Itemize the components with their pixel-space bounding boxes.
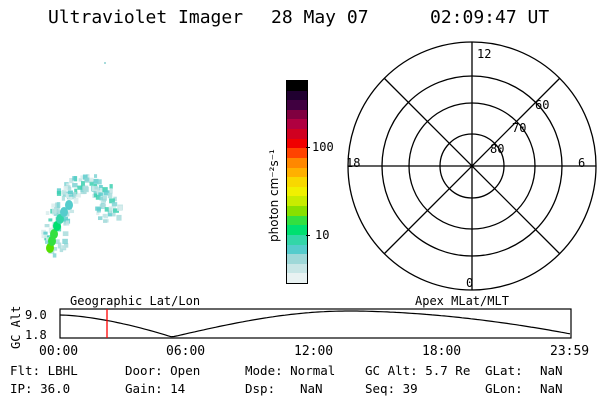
mlt-label-18: 18 xyxy=(346,156,361,170)
colorbar-swatch xyxy=(287,244,307,255)
timeline-frame xyxy=(59,308,572,339)
colorbar-swatch xyxy=(287,206,307,216)
colorbar-swatch xyxy=(287,225,307,235)
colorbar-swatch xyxy=(287,119,307,129)
status-glat-label: GLat: xyxy=(485,363,523,378)
mlt-label-6: 6 xyxy=(578,156,586,170)
mlt-label-12: 12 xyxy=(477,47,492,61)
status-gain: Gain: 14 xyxy=(125,381,186,396)
colorbar-tick-label-10: 10 xyxy=(315,228,330,242)
colorbar-swatch xyxy=(287,157,307,168)
timeline-y-tick-max: 9.0 xyxy=(25,308,47,322)
timeline-y-tick-min: 1.8 xyxy=(25,328,47,342)
status-glat-value: NaN xyxy=(540,363,563,378)
timeline-left-label: Geographic Lat/Lon xyxy=(70,294,201,308)
status-ip: IP: 36.0 xyxy=(10,381,71,396)
status-glon-label: GLon: xyxy=(485,381,523,396)
status-filter: Flt: LBHL xyxy=(10,363,78,378)
timeline-x-tick-2359: 23:59 xyxy=(550,344,590,359)
lat-label-60: 60 xyxy=(535,98,550,112)
status-dsp-label: Dsp: xyxy=(245,381,276,396)
instrument-title: Ultraviolet Imager xyxy=(48,7,244,28)
colorbar-swatch xyxy=(287,80,307,91)
status-dsp-value: NaN xyxy=(300,381,323,396)
colorbar-swatch xyxy=(287,196,307,206)
status-gc-alt: GC Alt: 5.7 Re xyxy=(365,363,471,378)
colorbar-swatch xyxy=(287,129,307,139)
lat-label-80: 80 xyxy=(490,142,505,156)
colorbar-swatch xyxy=(287,263,307,274)
colorbar-tick-label-100: 100 xyxy=(312,140,334,154)
status-door: Door: Open xyxy=(125,363,201,378)
colorbar-swatch xyxy=(287,148,307,158)
timeline-x-tick-1800: 18:00 xyxy=(422,344,462,359)
colorbar-swatch xyxy=(287,138,307,149)
polar-diagonal-2 xyxy=(383,77,561,255)
colorbar-swatch xyxy=(287,177,307,187)
mlt-label-0: 0 xyxy=(466,276,474,290)
colorbar xyxy=(286,80,308,284)
colorbar-swatch xyxy=(287,234,307,245)
status-glon-value: NaN xyxy=(540,381,563,396)
colorbar-swatch xyxy=(287,254,307,264)
status-mode: Mode: Normal xyxy=(245,363,336,378)
colorbar-swatch xyxy=(287,167,307,178)
timeline-x-tick-0600: 06:00 xyxy=(166,344,206,359)
lat-label-70: 70 xyxy=(512,121,527,135)
colorbar-swatch xyxy=(287,100,307,110)
timeline-x-tick-0000: 00:00 xyxy=(39,344,79,359)
colorbar-swatch xyxy=(287,90,307,101)
timeline-x-tick-1200: 12:00 xyxy=(294,344,334,359)
status-seq: Seq: 39 xyxy=(365,381,418,396)
colorbar-tick-100 xyxy=(306,147,310,148)
colorbar-swatch xyxy=(287,186,307,197)
colorbar-swatch xyxy=(287,109,307,120)
altitude-curve xyxy=(59,310,571,338)
colorbar-swatch xyxy=(287,215,307,226)
colorbar-swatch xyxy=(287,273,307,283)
timeline-right-label: Apex MLat/MLT xyxy=(415,294,509,308)
date-label: 28 May 07 xyxy=(271,7,369,28)
colorbar-tick-10 xyxy=(306,235,310,236)
time-label: 02:09:47 UT xyxy=(430,7,550,28)
